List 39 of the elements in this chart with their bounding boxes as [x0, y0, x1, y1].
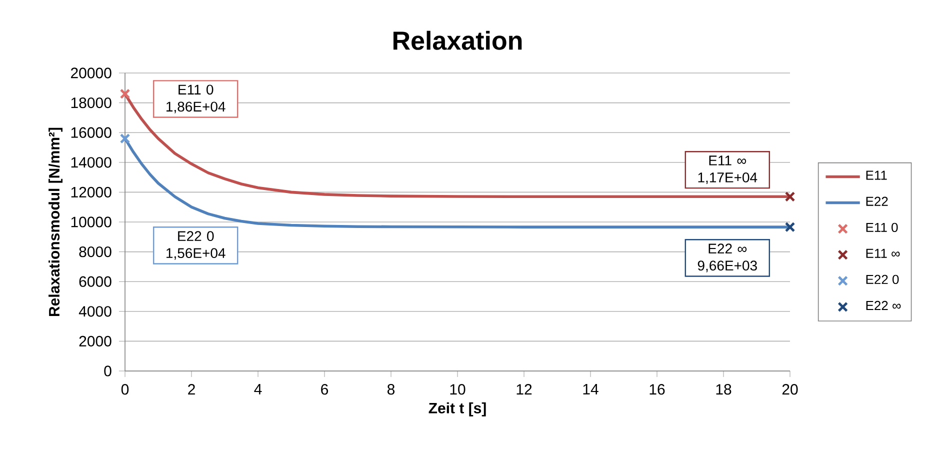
x-tick-label: 12 — [516, 384, 532, 395]
point — [120, 133, 130, 144]
annotation: E22 0 1,56E+04 — [166, 231, 226, 260]
annotation: E11 0 1,86E+04 — [166, 84, 226, 114]
y-tick-label: 8000 — [79, 246, 112, 258]
y-tick-label: 20000 — [70, 68, 112, 78]
legend-label: E22 0 — [866, 274, 899, 284]
legend-label: E11 ∞ — [866, 248, 900, 258]
x-tick-label: 0 — [121, 384, 129, 395]
point — [784, 192, 796, 202]
y-tick-label: 4000 — [78, 306, 112, 317]
legend-label: E22 ∞ — [866, 300, 901, 310]
y-tick-label: 16000 — [71, 127, 112, 138]
x-tick-label: 18 — [716, 384, 732, 395]
y-tick-label: 12000 — [71, 186, 112, 198]
point — [784, 222, 796, 232]
y-tick-label: 10000 — [71, 216, 112, 228]
y-tick-label: 0 — [104, 366, 112, 376]
x-tick-label: 14 — [583, 384, 598, 394]
x-tick-label: 8 — [387, 384, 395, 395]
y-tick-label: 18000 — [71, 97, 112, 108]
annotation: E22 ∞ 9,66E+03 — [698, 244, 757, 272]
x-tick-label: 6 — [321, 384, 328, 395]
y-tick-label: 14000 — [71, 157, 112, 168]
annotation: E11 ∞ 1,17E+04 — [698, 156, 758, 184]
y-axis-title: Relaxationsmodul [N/mm²] — [48, 128, 62, 316]
x-tick-label: 20 — [782, 384, 798, 395]
x-tick-label: 4 — [254, 384, 262, 394]
legend-label: E11 — [866, 170, 887, 180]
legend-label: E11 0 — [866, 222, 898, 232]
legend-label: E22 — [866, 196, 888, 206]
x-axis-title: Zeit t [s] — [428, 402, 486, 416]
x-tick-label: 10 — [450, 384, 466, 395]
point — [120, 88, 130, 100]
x-tick-label: 16 — [650, 384, 665, 395]
x-tick-label: 2 — [188, 384, 195, 395]
y-tick-label: 6000 — [79, 276, 112, 287]
y-tick-label: 2000 — [79, 336, 112, 347]
chart-title: Relaxation — [393, 30, 522, 50]
